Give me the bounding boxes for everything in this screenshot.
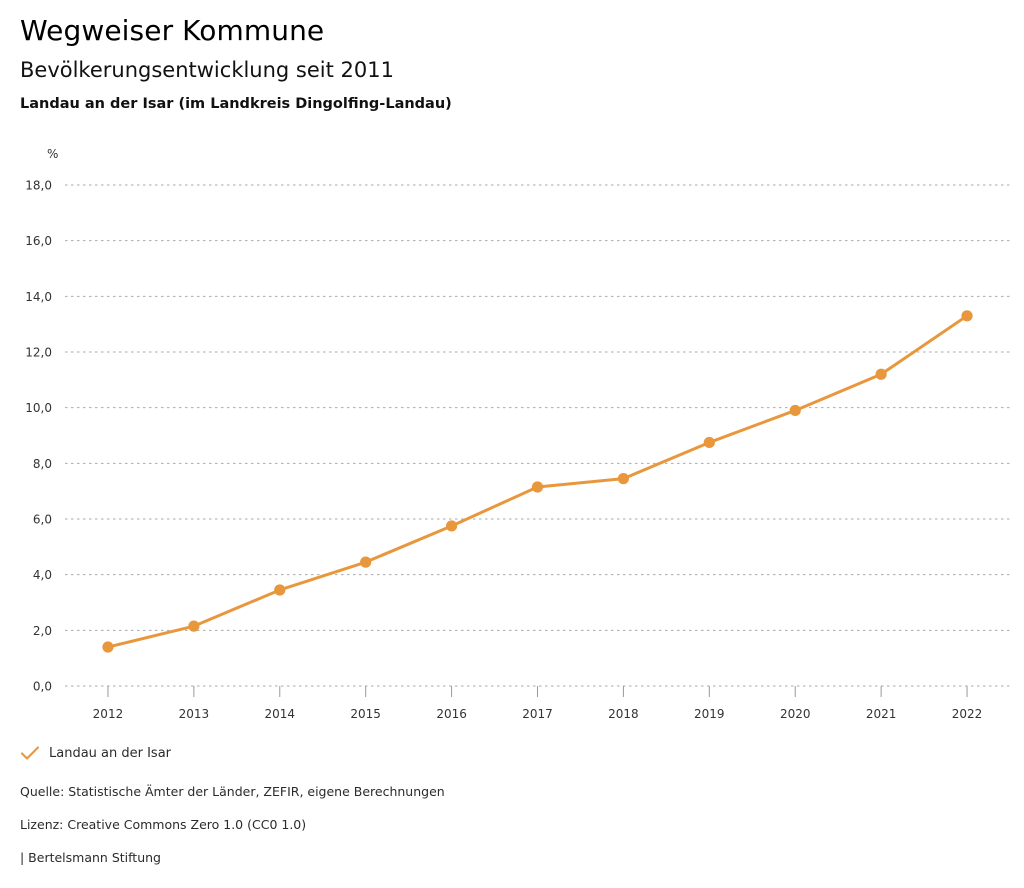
- data-point-marker[interactable]: [961, 310, 973, 322]
- check-icon: [20, 746, 40, 760]
- y-axis-tick-label: 8,0: [33, 457, 52, 471]
- data-point-marker[interactable]: [531, 481, 544, 493]
- footer-license: Lizenz: Creative Commons Zero 1.0 (CC0 1…: [20, 816, 307, 832]
- chart-legend[interactable]: Landau an der Isar: [20, 745, 171, 761]
- data-point-marker[interactable]: [703, 436, 715, 449]
- x-axis-tick-label: 2016: [436, 707, 467, 721]
- x-axis-tick-label: 2017: [522, 707, 553, 721]
- y-axis-tick-label: 6,0: [33, 513, 52, 527]
- y-axis-tick-label: 2,0: [33, 624, 52, 638]
- header: Wegweiser Kommune Bevölkerungsentwicklun…: [20, 14, 1010, 113]
- y-axis-tick-label: 14,0: [25, 290, 52, 304]
- region-label: Landau an der Isar (im Landkreis Dingolf…: [20, 95, 452, 112]
- x-axis-tick-label: 2013: [179, 707, 210, 721]
- page-subtitle: Bevölkerungsentwicklung seit 2011: [20, 57, 394, 82]
- y-axis-tick-label: 18,0: [25, 179, 52, 193]
- x-axis-tick-label: 2015: [350, 707, 381, 721]
- x-axis-tick-label: 2019: [694, 707, 725, 721]
- footer: Quelle: Statistische Ämter der Länder, Z…: [20, 785, 920, 864]
- footer-source: Quelle: Statistische Ämter der Länder, Z…: [20, 784, 445, 799]
- x-axis-tick-label: 2014: [264, 707, 295, 721]
- y-axis-tick-label: 4,0: [33, 568, 52, 582]
- data-point-marker[interactable]: [274, 584, 286, 596]
- data-point-marker[interactable]: [875, 368, 887, 380]
- page-title: Wegweiser Kommune: [20, 14, 325, 47]
- x-axis-tick-label: 2022: [952, 707, 983, 721]
- series-line: [106, 314, 969, 649]
- data-point-marker[interactable]: [188, 620, 200, 632]
- x-axis-tick-label: 2020: [780, 707, 811, 721]
- x-axis-tick-label: 2021: [866, 707, 897, 721]
- x-axis-tick-label: 2012: [93, 707, 124, 721]
- footer-publisher: | Bertelsmann Stiftung: [20, 849, 161, 865]
- y-axis-tick-label: 0,0: [33, 680, 52, 694]
- y-axis-unit-label: %: [47, 147, 59, 161]
- x-axis-tick-label: 2018: [608, 707, 639, 721]
- data-point-marker[interactable]: [617, 473, 630, 485]
- y-axis-tick-label: 12,0: [25, 346, 52, 360]
- y-axis-tick-label: 10,0: [25, 401, 52, 415]
- y-axis-tick-label: 16,0: [25, 234, 52, 248]
- data-point-marker[interactable]: [789, 404, 801, 417]
- data-point-marker[interactable]: [102, 641, 114, 653]
- data-point-marker[interactable]: [360, 556, 372, 568]
- legend-item-label: Landau an der Isar: [49, 745, 172, 761]
- data-point-marker[interactable]: [445, 520, 458, 532]
